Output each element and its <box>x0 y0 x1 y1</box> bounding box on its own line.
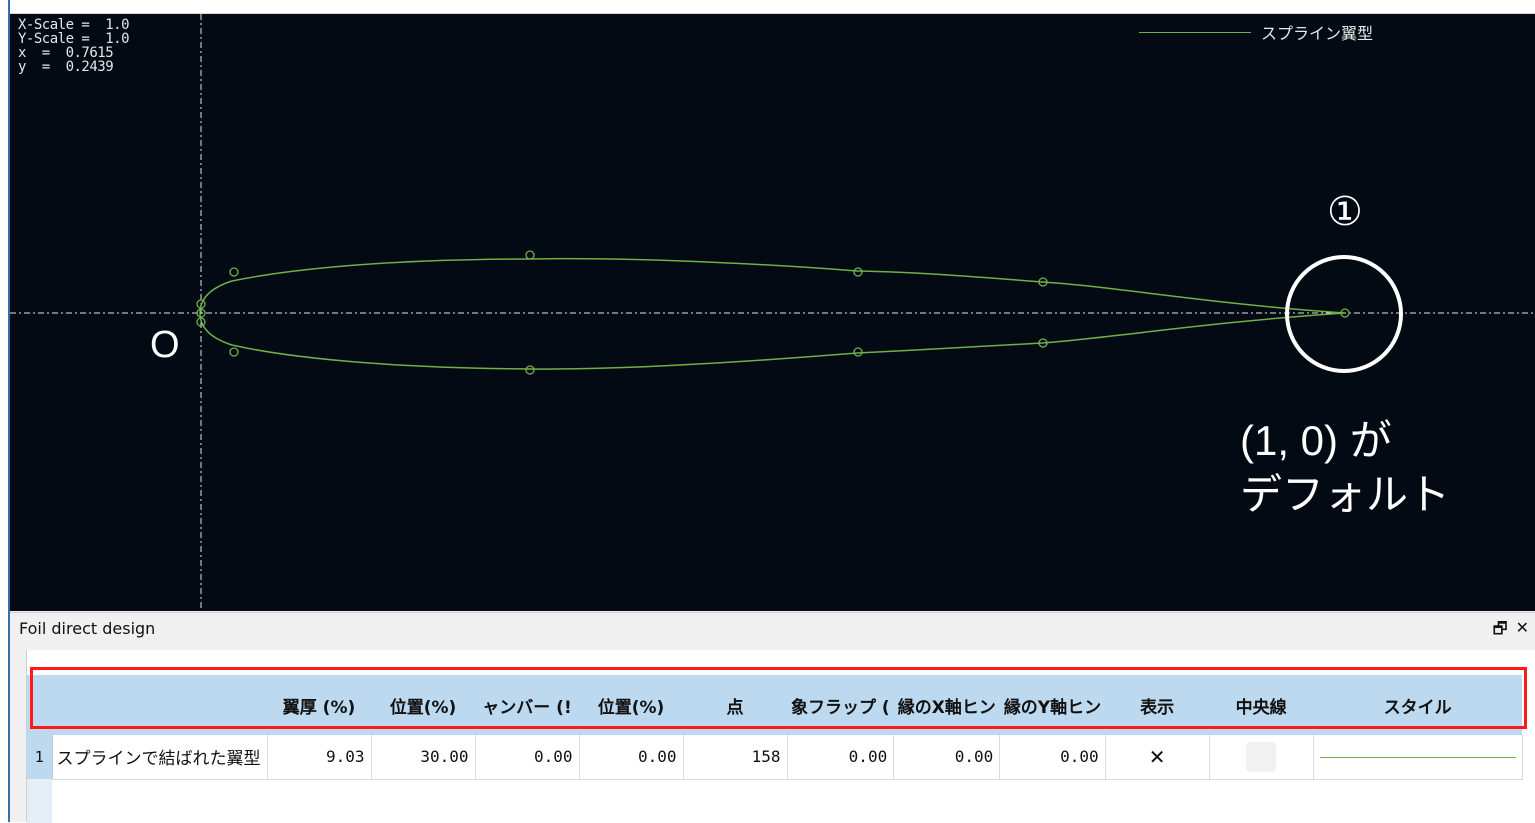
row-index[interactable]: 1 <box>27 735 53 780</box>
toolbar-strip <box>10 0 1535 14</box>
centerline-checkbox[interactable] <box>1246 741 1277 772</box>
thickness-cell[interactable]: 9.03 <box>267 735 372 780</box>
trailing-edge-point[interactable] <box>1340 308 1350 318</box>
col-header-camber[interactable]: ャンバー (! <box>482 697 572 718</box>
control-point[interactable] <box>196 317 206 327</box>
y-scale-readout: Y-Scale = 1.0 <box>18 31 130 47</box>
control-point[interactable] <box>853 347 863 357</box>
empty-row-header <box>27 779 52 823</box>
col-header-hinge-y[interactable]: 縁のY軸ヒン <box>1003 697 1102 718</box>
control-point[interactable] <box>229 347 239 357</box>
col-header-thickness[interactable]: 翼厚 (%) <box>282 697 356 718</box>
style-line-swatch <box>1319 757 1516 759</box>
row-header-corner <box>27 675 52 735</box>
y-coord-readout: y = 0.2439 <box>18 59 114 75</box>
centerline-cell[interactable] <box>1209 735 1314 780</box>
marker-number: ① <box>1327 189 1363 235</box>
hinge-y-cell[interactable]: 0.00 <box>999 735 1106 780</box>
control-point[interactable] <box>525 250 535 260</box>
default-note: (1, 0) が デフォルト <box>1240 414 1450 522</box>
thickness-pos-cell[interactable]: 30.00 <box>371 735 476 780</box>
x-coord-readout: x = 0.7615 <box>18 45 114 61</box>
col-header-name[interactable] <box>52 675 267 735</box>
origin-label: O <box>150 324 180 366</box>
panel-header: Foil direct design 🗗 ✕ <box>10 612 1535 641</box>
flap-cell[interactable]: 0.00 <box>787 735 895 780</box>
control-point[interactable] <box>229 267 239 277</box>
restore-window-icon[interactable]: 🗗 <box>1492 619 1508 638</box>
table-row[interactable]: 1 スプラインで結ばれた翼型 9.03 30.00 0.00 0.00 158 … <box>27 735 1523 780</box>
control-point[interactable] <box>853 267 863 277</box>
foil-table-area: 翼厚 (%) 位置(%) ャンバー (! 位置(%) 点 象フラップ ( 縁のX… <box>26 650 1535 823</box>
control-point[interactable] <box>1038 277 1048 287</box>
panel-controls: 🗗 ✕ <box>1493 618 1529 645</box>
control-point[interactable] <box>196 299 206 309</box>
col-header-points[interactable]: 点 <box>726 697 744 718</box>
control-point[interactable] <box>196 308 206 318</box>
visible-cell[interactable]: ✕ <box>1105 735 1210 780</box>
cursor-readout: X-Scale = 1.0 Y-Scale = 1.0 x = 0.7615 y… <box>18 15 130 77</box>
note-line-1: (1, 0) が <box>1240 417 1392 464</box>
col-header-style[interactable]: スタイル <box>1383 697 1452 718</box>
trailing-edge-highlight-circle <box>1285 255 1403 373</box>
foil-table: 翼厚 (%) 位置(%) ャンバー (! 位置(%) 点 象フラップ ( 縁のX… <box>27 675 1523 780</box>
control-point[interactable] <box>525 365 535 375</box>
col-header-centerline[interactable]: 中央線 <box>1235 697 1287 718</box>
camber-cell[interactable]: 0.00 <box>475 735 580 780</box>
col-header-camber-pos[interactable]: 位置(%) <box>597 697 665 718</box>
control-point[interactable] <box>1038 338 1048 348</box>
points-cell[interactable]: 158 <box>683 735 788 780</box>
col-header-flap[interactable]: 象フラップ ( <box>791 697 890 718</box>
visible-checkbox[interactable]: ✕ <box>1148 744 1166 769</box>
camber-pos-cell[interactable]: 0.00 <box>579 735 684 780</box>
note-line-2: デフォルト <box>1240 471 1451 518</box>
foil-name-cell[interactable]: スプラインで結ばれた翼型 <box>52 735 268 780</box>
table-header-row: 翼厚 (%) 位置(%) ャンバー (! 位置(%) 点 象フラップ ( 縁のX… <box>27 675 1523 735</box>
col-header-hinge-x[interactable]: 縁のX軸ヒン <box>897 697 996 718</box>
plot-legend: スプライン翼型 <box>1138 22 1373 43</box>
foil-direct-design-panel: Foil direct design 🗗 ✕ 翼厚 (%) 位置(%) ャンバー… <box>10 612 1535 823</box>
foil-canvas[interactable]: X-Scale = 1.0 Y-Scale = 1.0 x = 0.7615 y… <box>10 14 1535 611</box>
close-icon[interactable]: ✕ <box>1515 618 1529 637</box>
col-header-thickness-pos[interactable]: 位置(%) <box>389 697 457 718</box>
legend-line-swatch <box>1138 31 1251 33</box>
style-cell[interactable] <box>1313 735 1523 780</box>
foil-plot-svg[interactable] <box>10 14 1535 611</box>
hinge-x-cell[interactable]: 0.00 <box>893 735 1001 780</box>
spline-foil-curve <box>199 257 1346 370</box>
panel-title: Foil direct design <box>19 619 156 638</box>
x-scale-readout: X-Scale = 1.0 <box>18 17 130 33</box>
col-header-visible[interactable]: 表示 <box>1140 697 1175 718</box>
legend-label: スプライン翼型 <box>1260 24 1373 43</box>
